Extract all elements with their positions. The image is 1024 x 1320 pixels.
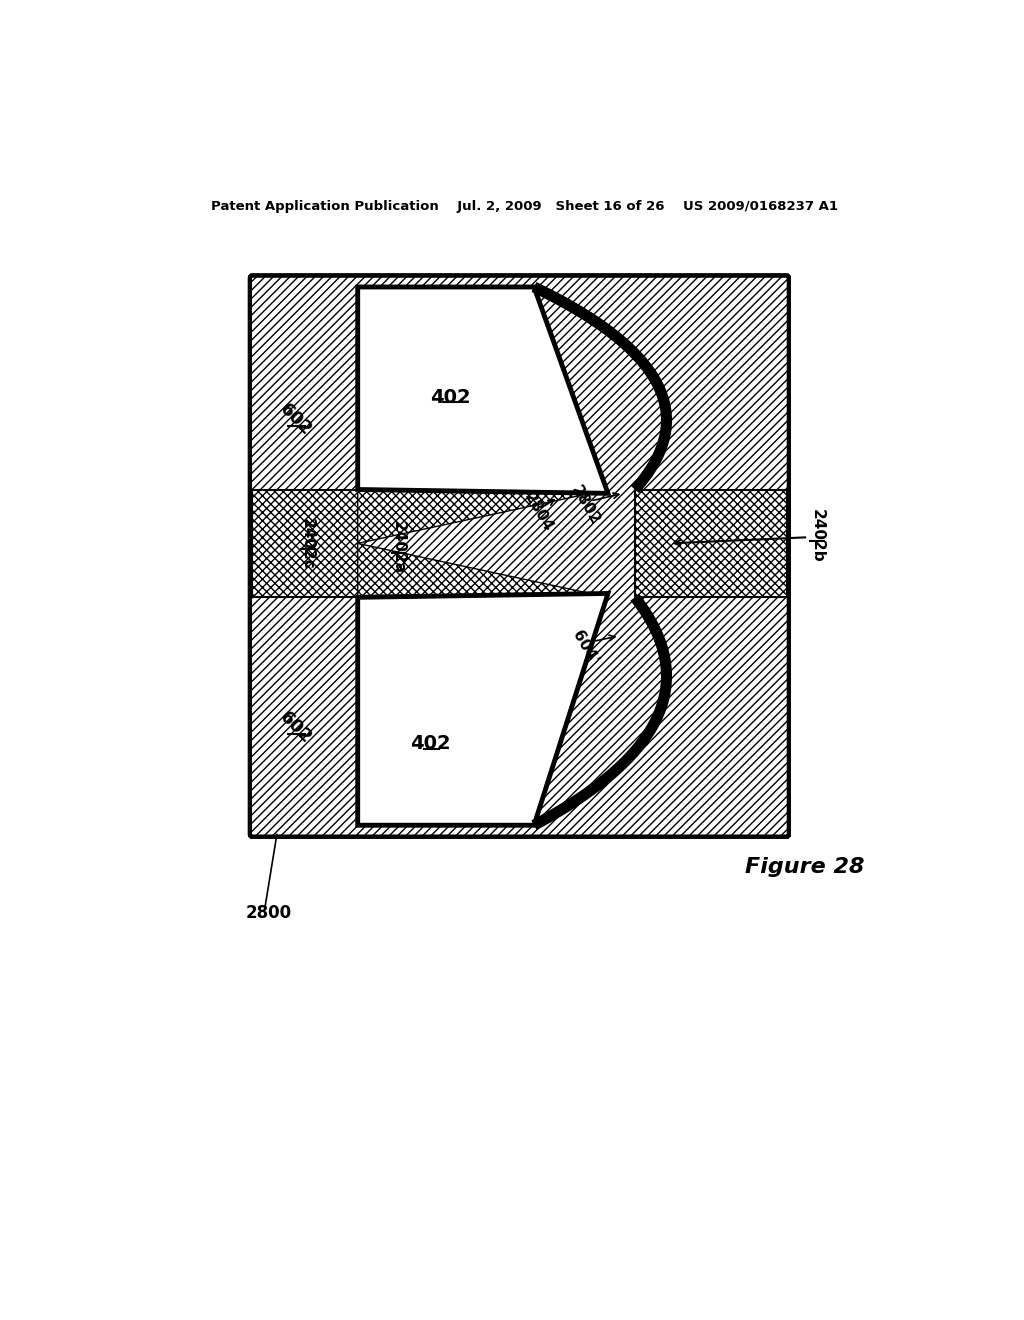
Text: 2800: 2800 [246, 904, 292, 921]
Polygon shape [357, 544, 608, 597]
Text: Patent Application Publication    Jul. 2, 2009   Sheet 16 of 26    US 2009/01682: Patent Application Publication Jul. 2, 2… [211, 199, 839, 213]
Polygon shape [357, 594, 608, 825]
Text: 602: 602 [276, 400, 315, 440]
Text: 2402c: 2402c [300, 517, 315, 569]
Bar [252, 490, 357, 597]
Text: 402: 402 [411, 734, 452, 754]
Text: Figure 28: Figure 28 [744, 857, 864, 876]
Text: 602: 602 [276, 709, 315, 748]
Bar [635, 490, 786, 597]
Polygon shape [357, 286, 608, 494]
FancyBboxPatch shape [250, 276, 788, 837]
Text: 2402b: 2402b [810, 510, 825, 562]
Text: 402: 402 [430, 388, 470, 407]
Polygon shape [357, 490, 608, 544]
Text: 2402a: 2402a [391, 520, 407, 574]
Text: 2804: 2804 [521, 491, 556, 535]
Text: 2802: 2802 [567, 483, 602, 527]
Text: 604': 604' [569, 628, 600, 667]
